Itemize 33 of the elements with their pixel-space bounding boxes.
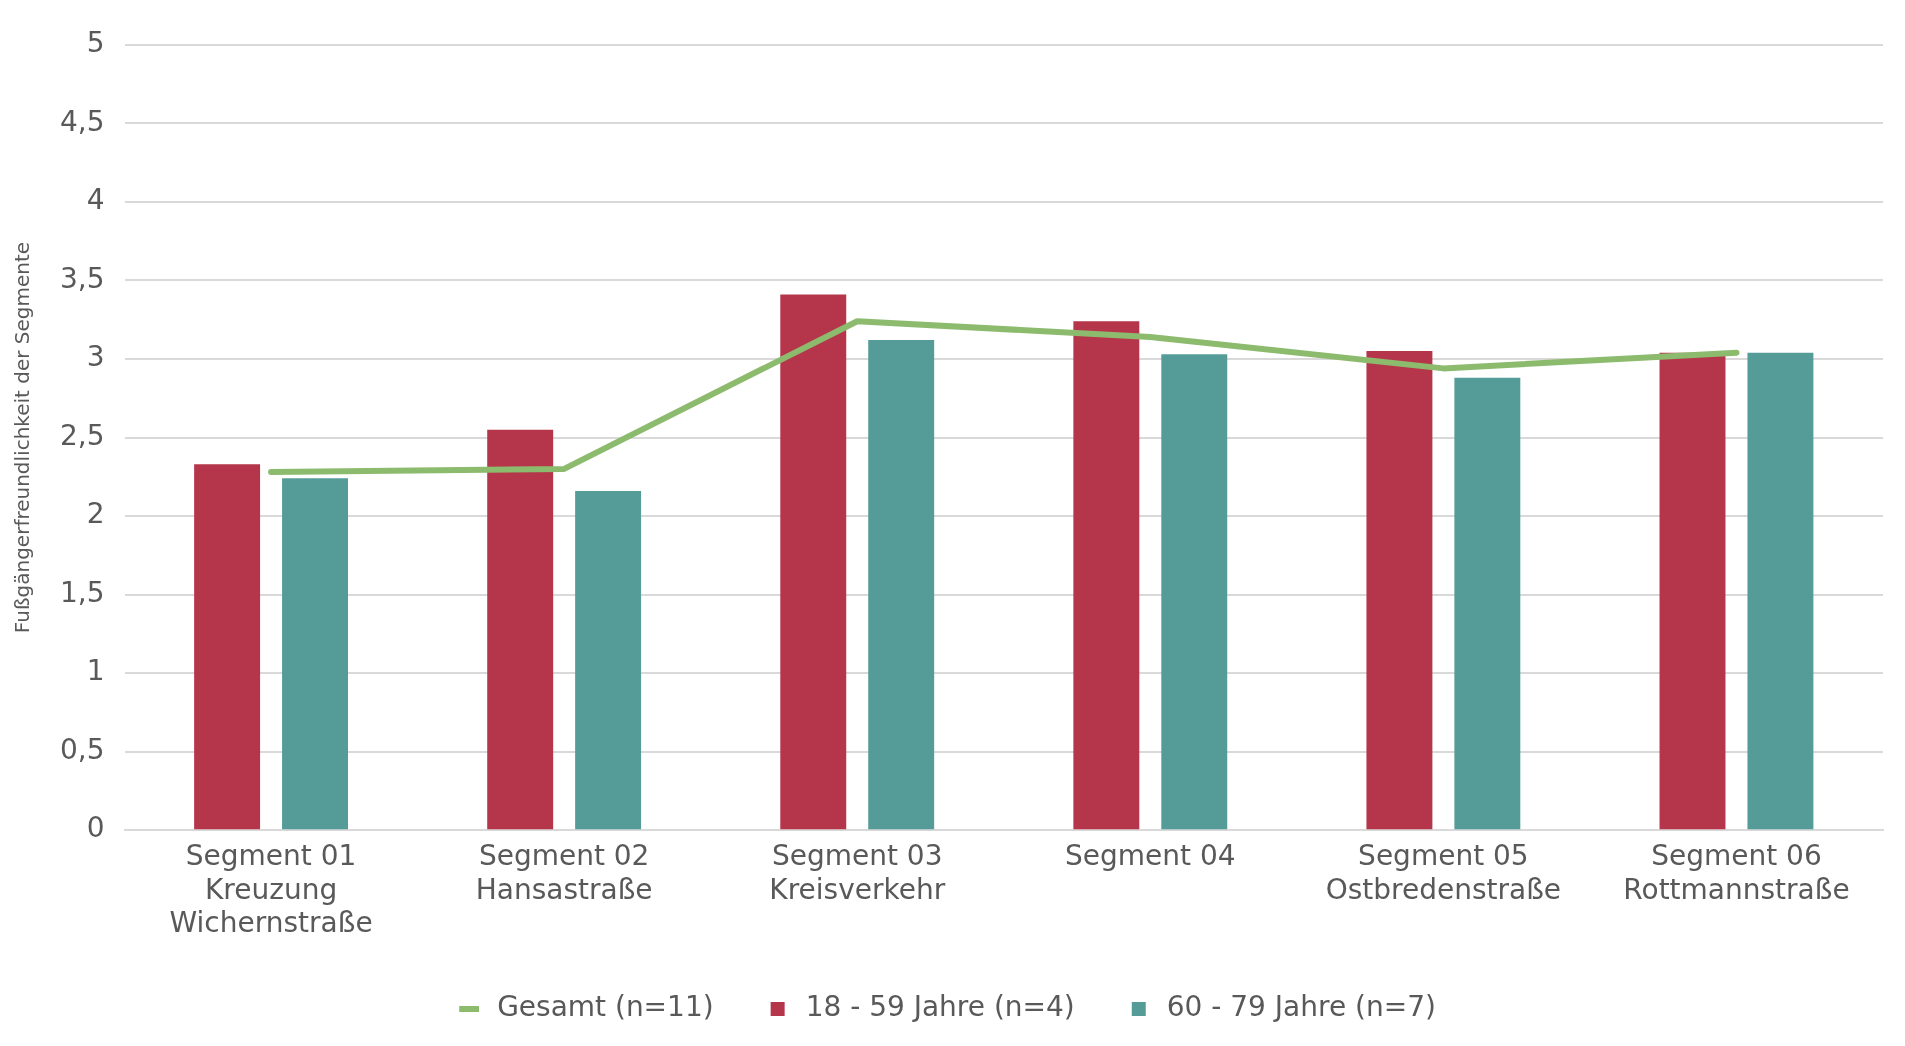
y-tick-label: 1,5 — [60, 575, 105, 609]
x-tick-label: Segment 05 Ostbredenstraße — [1325, 839, 1562, 906]
bar — [780, 294, 847, 830]
bar — [1659, 352, 1726, 830]
y-tick-label: 3 — [86, 340, 105, 374]
y-tick-label: 4,5 — [60, 104, 105, 138]
y-tick-label: 2 — [86, 497, 105, 531]
bar — [1747, 352, 1814, 830]
y-tick-label: 3,5 — [60, 261, 105, 295]
bar — [282, 478, 348, 830]
y-tick-label: 0,5 — [60, 732, 105, 766]
y-tick-label: 4 — [86, 183, 105, 217]
bar — [194, 464, 261, 830]
bar — [1366, 351, 1433, 830]
x-tick-label: Segment 06 Rottmannstraße — [1623, 839, 1850, 906]
x-tick-label: Segment 02 Hansastraße — [475, 839, 653, 906]
bar — [1161, 354, 1228, 830]
y-tick-label: 0 — [86, 811, 105, 845]
legend-label: Gesamt (n=11) — [497, 990, 714, 1024]
bar — [487, 429, 554, 830]
bar — [1454, 377, 1521, 830]
legend-label: 60 - 79 Jahre (n=7) — [1166, 990, 1436, 1024]
y-tick-label: 5 — [86, 26, 105, 60]
bar — [1073, 321, 1140, 830]
x-tick-label: Segment 04 — [1065, 839, 1236, 873]
x-tick-label: Segment 03 Kreisverkehr — [769, 839, 946, 906]
y-tick-label: 2,5 — [60, 418, 105, 452]
y-tick-label: 1 — [86, 654, 105, 688]
y-axis-title: Fußgängerfreundlichkeit der Segmente — [10, 241, 35, 634]
legend-label: 18 - 59 Jahre (n=4) — [805, 990, 1075, 1024]
bar — [575, 490, 642, 830]
x-tick-label: Segment 01 Kreuzung Wichernstraße — [169, 839, 373, 940]
bar — [868, 340, 935, 830]
